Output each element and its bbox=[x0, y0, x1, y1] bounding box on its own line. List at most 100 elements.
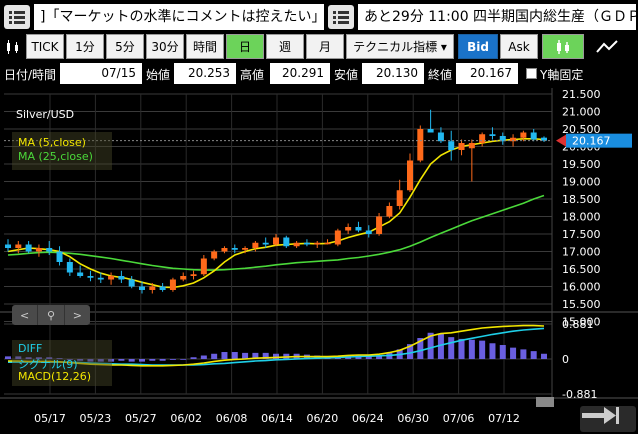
scroll-thumb bbox=[536, 397, 554, 407]
x-tick-label: 06/08 bbox=[216, 412, 248, 425]
period-month[interactable]: 月 bbox=[306, 34, 344, 59]
y-tick-label: 21.000 bbox=[562, 106, 601, 119]
date-label: 日付/時間 bbox=[4, 68, 57, 82]
date-value: 07/15 bbox=[60, 63, 142, 84]
x-tick-label: 07/12 bbox=[488, 412, 520, 425]
period-30min[interactable]: 30分 bbox=[146, 34, 184, 59]
candle-body bbox=[77, 272, 84, 276]
period-week[interactable]: 週 bbox=[266, 34, 304, 59]
y-tick-label: 15.000 bbox=[562, 316, 601, 329]
period-hour[interactable]: 時間 bbox=[186, 34, 224, 59]
macd-histogram-bar bbox=[262, 352, 269, 359]
line-chart-icon bbox=[596, 39, 618, 53]
ticker-menu-button-2[interactable] bbox=[328, 5, 354, 29]
macd-line bbox=[8, 324, 545, 367]
arrow-right-icon bbox=[582, 407, 619, 424]
macd-histogram-bar bbox=[149, 359, 156, 361]
scroll-left-icon[interactable]: < bbox=[12, 305, 39, 325]
y-axis-fix-checkbox[interactable] bbox=[526, 68, 537, 79]
candle-body bbox=[97, 277, 104, 280]
candle-body bbox=[5, 244, 11, 248]
list-icon bbox=[333, 11, 349, 24]
candle-body bbox=[190, 274, 197, 276]
legend-macd: MACD(12,26) bbox=[18, 370, 92, 383]
ticker-headline[interactable]: ]「マーケットの水準にコメントは控えたい」 bbox=[34, 4, 324, 30]
y-tick-label: 16.500 bbox=[562, 263, 601, 276]
legend-ma25: MA (25,close) bbox=[18, 150, 93, 163]
chart-area[interactable]: 21.50021.00020.50020.00019.50019.00018.5… bbox=[0, 88, 638, 434]
y-tick-label: 21.500 bbox=[562, 88, 601, 101]
period-day[interactable]: 日 bbox=[226, 34, 264, 59]
candle-body bbox=[468, 143, 475, 149]
zoom-icon[interactable]: ⚲ bbox=[38, 305, 65, 325]
candlestick-chart-button[interactable] bbox=[542, 34, 584, 59]
candle-body bbox=[355, 227, 362, 231]
bid-button[interactable]: Bid bbox=[458, 34, 498, 59]
low-value: 20.130 bbox=[362, 63, 424, 84]
macd-histogram-bar bbox=[169, 359, 176, 360]
candle-body bbox=[365, 230, 372, 234]
period-tick[interactable]: TICK bbox=[26, 34, 64, 59]
macd-histogram-bar bbox=[180, 359, 187, 360]
macd-histogram-bar bbox=[108, 359, 115, 362]
low-label: 安値 bbox=[334, 68, 359, 82]
macd-histogram-bar bbox=[46, 357, 53, 359]
current-price-pointer bbox=[556, 134, 566, 147]
y-tick-label: 20.500 bbox=[562, 123, 601, 136]
macd-histogram-bar bbox=[200, 355, 207, 359]
macd-histogram-bar bbox=[458, 338, 465, 359]
macd-tick-label: -0.881 bbox=[562, 388, 597, 401]
macd-histogram-bar bbox=[365, 356, 372, 359]
high-label: 高値 bbox=[240, 68, 265, 82]
macd-histogram-bar bbox=[211, 353, 218, 359]
candle-body bbox=[200, 258, 207, 275]
candle-type-icon[interactable] bbox=[2, 34, 24, 59]
candle-body bbox=[520, 132, 527, 138]
indicator-select[interactable]: テクニカル指標 ▾ bbox=[346, 34, 454, 59]
line-chart-button[interactable] bbox=[586, 34, 628, 59]
macd-histogram-bar bbox=[56, 358, 63, 359]
y-tick-label: 19.000 bbox=[562, 176, 601, 189]
period-5min[interactable]: 5分 bbox=[106, 34, 144, 59]
macd-histogram-bar bbox=[15, 356, 22, 359]
candle-body bbox=[530, 132, 537, 140]
period-1min[interactable]: 1分 bbox=[66, 34, 104, 59]
candle-body bbox=[283, 237, 290, 247]
macd-histogram-bar bbox=[499, 345, 506, 359]
macd-histogram-bar bbox=[489, 343, 496, 359]
news-ticker: ]「マーケットの水準にコメントは控えたい」 あと29分 11:00 四半期国内総… bbox=[0, 0, 638, 34]
x-tick-label: 06/14 bbox=[261, 412, 293, 425]
open-label: 始値 bbox=[146, 68, 171, 82]
ask-button[interactable]: Ask bbox=[500, 34, 538, 59]
macd-histogram-bar bbox=[479, 340, 486, 359]
candle-body bbox=[273, 237, 279, 245]
close-value: 20.167 bbox=[456, 63, 518, 84]
x-tick-label: 06/24 bbox=[352, 412, 384, 425]
macd-histogram-bar bbox=[448, 337, 455, 359]
candle-body bbox=[128, 279, 135, 287]
price-chart[interactable]: 21.50021.00020.50020.00019.50019.00018.5… bbox=[0, 88, 638, 434]
y-tick-label: 18.000 bbox=[562, 211, 601, 224]
scroll-right-icon[interactable]: > bbox=[72, 308, 82, 322]
candle-body bbox=[510, 137, 517, 142]
candle-body bbox=[149, 286, 156, 290]
ticker-event[interactable]: あと29分 11:00 四半期国内総生産（ＧＤＰ bbox=[358, 4, 636, 30]
candle-body bbox=[386, 206, 393, 217]
macd-histogram-bar bbox=[231, 352, 238, 359]
next-page-button[interactable] bbox=[580, 406, 636, 432]
candle-body bbox=[448, 141, 455, 150]
macd-histogram-bar bbox=[541, 353, 547, 359]
x-tick-label: 06/20 bbox=[307, 412, 339, 425]
candle-body bbox=[231, 248, 238, 250]
candle-body bbox=[427, 129, 434, 133]
y-axis-fix-label: Y軸固定 bbox=[540, 68, 584, 82]
x-tick-label: 06/02 bbox=[170, 412, 202, 425]
legend-diff: DIFF bbox=[18, 342, 43, 355]
macd-histogram-bar bbox=[468, 339, 475, 359]
legend-signal: シグナル(9) bbox=[18, 358, 78, 371]
candle-body bbox=[169, 279, 176, 290]
candle-body bbox=[396, 190, 403, 206]
ticker-menu-button[interactable] bbox=[4, 5, 30, 29]
macd-histogram-bar bbox=[520, 349, 527, 359]
macd-histogram-bar bbox=[427, 332, 434, 359]
